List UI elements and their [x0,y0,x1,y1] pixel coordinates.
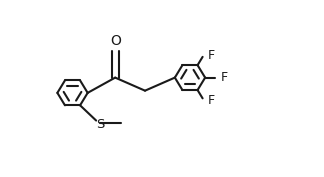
Text: F: F [208,94,215,107]
Text: F: F [221,71,228,84]
Text: S: S [97,118,105,130]
Text: O: O [110,34,121,48]
Text: F: F [208,49,215,62]
